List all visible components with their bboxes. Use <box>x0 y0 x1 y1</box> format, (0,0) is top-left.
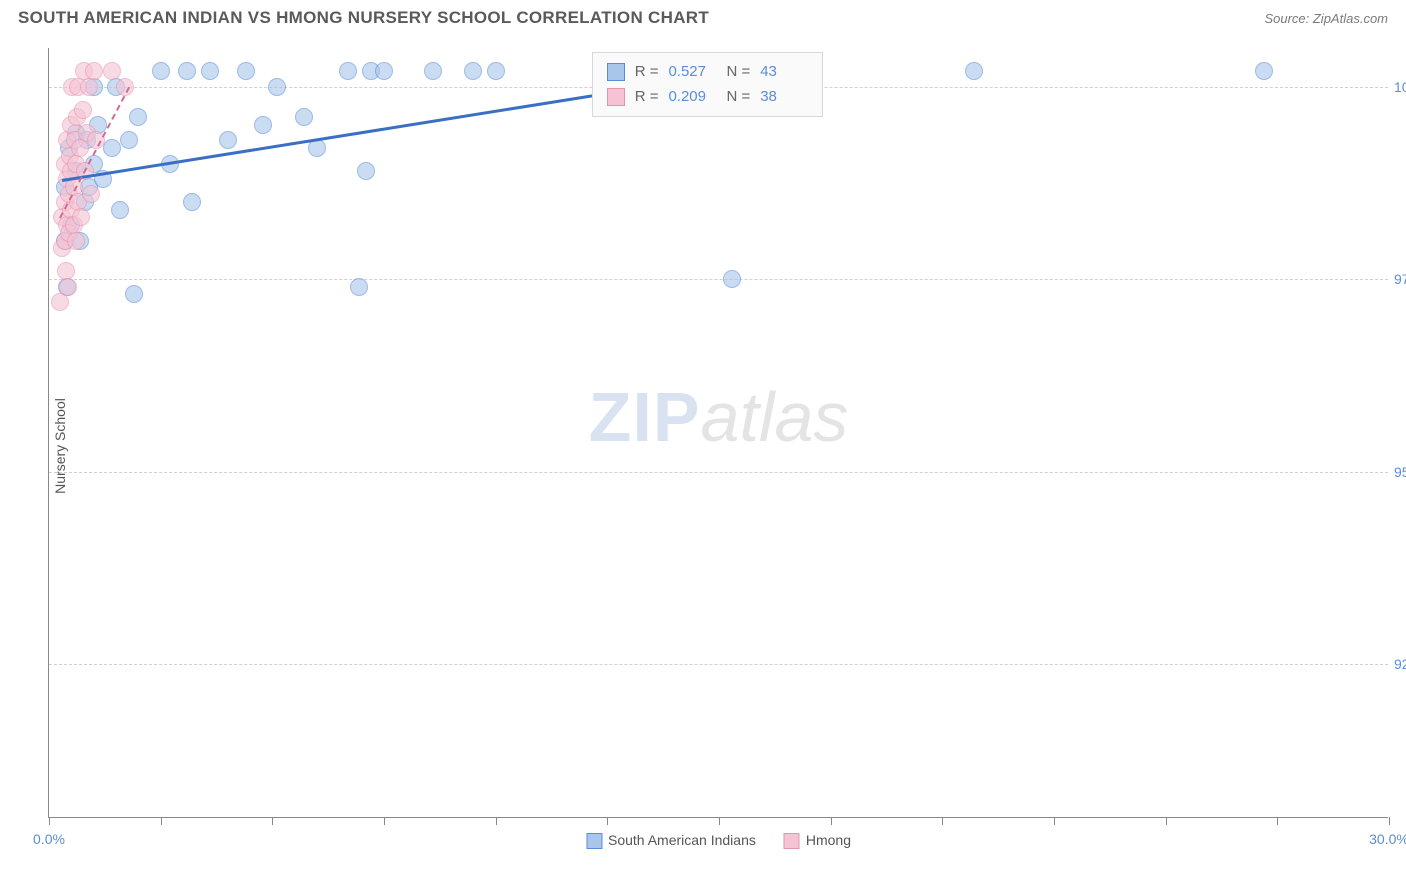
x-tick <box>384 817 385 825</box>
scatter-point <box>357 162 375 180</box>
scatter-point <box>339 62 357 80</box>
stat-n-label: N = <box>726 84 750 110</box>
x-tick <box>1277 817 1278 825</box>
x-tick <box>942 817 943 825</box>
stats-swatch-icon <box>607 88 625 106</box>
gridline <box>49 472 1388 473</box>
scatter-point <box>111 201 129 219</box>
gridline <box>49 279 1388 280</box>
y-tick-label: 100.0% <box>1394 79 1406 95</box>
scatter-point <box>965 62 983 80</box>
scatter-point <box>237 62 255 80</box>
legend-swatch-icon <box>586 833 602 849</box>
scatter-point <box>350 278 368 296</box>
scatter-point <box>125 285 143 303</box>
scatter-point <box>219 131 237 149</box>
chart-title: SOUTH AMERICAN INDIAN VS HMONG NURSERY S… <box>18 8 709 28</box>
x-tick <box>496 817 497 825</box>
scatter-point <box>295 108 313 126</box>
scatter-point <box>1255 62 1273 80</box>
stat-r-label: R = <box>635 84 659 110</box>
stat-n-value: 43 <box>760 59 808 85</box>
stat-r-value: 0.209 <box>668 84 716 110</box>
scatter-point <box>254 116 272 134</box>
scatter-point <box>120 131 138 149</box>
scatter-point <box>82 185 100 203</box>
scatter-point <box>85 62 103 80</box>
watermark: ZIPatlas <box>589 377 849 457</box>
legend-swatch-icon <box>784 833 800 849</box>
x-tick <box>49 817 50 825</box>
scatter-point <box>74 101 92 119</box>
scatter-point <box>103 139 121 157</box>
scatter-point <box>268 78 286 96</box>
legend-item: Hmong <box>784 832 851 849</box>
stats-swatch-icon <box>607 63 625 81</box>
x-tick <box>272 817 273 825</box>
scatter-point <box>183 193 201 211</box>
legend-label: South American Indians <box>608 832 756 848</box>
watermark-zip: ZIP <box>589 378 701 456</box>
scatter-point <box>129 108 147 126</box>
stats-box: R = 0.527 N = 43 R = 0.209 N = 38 <box>592 52 824 117</box>
scatter-point <box>59 278 77 296</box>
x-tick <box>161 817 162 825</box>
scatter-point <box>424 62 442 80</box>
scatter-point <box>72 208 90 226</box>
watermark-atlas: atlas <box>701 378 849 456</box>
scatter-point <box>178 62 196 80</box>
x-tick <box>607 817 608 825</box>
y-tick-label: 97.5% <box>1394 271 1406 287</box>
stat-r-label: R = <box>635 59 659 85</box>
scatter-point <box>67 232 85 250</box>
legend-item: South American Indians <box>586 832 756 849</box>
x-tick <box>1054 817 1055 825</box>
scatter-point <box>201 62 219 80</box>
stats-row: R = 0.209 N = 38 <box>607 84 809 110</box>
x-tick <box>1166 817 1167 825</box>
scatter-point <box>464 62 482 80</box>
y-tick-label: 95.0% <box>1394 464 1406 480</box>
chart-header: SOUTH AMERICAN INDIAN VS HMONG NURSERY S… <box>0 0 1406 38</box>
stat-n-value: 38 <box>760 84 808 110</box>
scatter-point <box>80 78 98 96</box>
stat-n-label: N = <box>726 59 750 85</box>
legend: South American Indians Hmong <box>586 832 851 849</box>
scatter-point <box>152 62 170 80</box>
scatter-point <box>375 62 393 80</box>
scatter-point <box>487 62 505 80</box>
legend-label: Hmong <box>806 832 851 848</box>
x-tick-label: 0.0% <box>33 831 65 847</box>
stat-r-value: 0.527 <box>668 59 716 85</box>
y-tick-label: 92.5% <box>1394 656 1406 672</box>
stats-row: R = 0.527 N = 43 <box>607 59 809 85</box>
scatter-point <box>723 270 741 288</box>
x-tick <box>1389 817 1390 825</box>
gridline <box>49 664 1388 665</box>
source-label: Source: ZipAtlas.com <box>1264 11 1388 26</box>
scatter-chart: ZIPatlas 92.5%95.0%97.5%100.0%0.0%30.0%R… <box>48 48 1388 818</box>
scatter-point <box>51 293 69 311</box>
x-tick <box>831 817 832 825</box>
x-tick-label: 30.0% <box>1369 831 1406 847</box>
scatter-point <box>103 62 121 80</box>
x-tick <box>719 817 720 825</box>
